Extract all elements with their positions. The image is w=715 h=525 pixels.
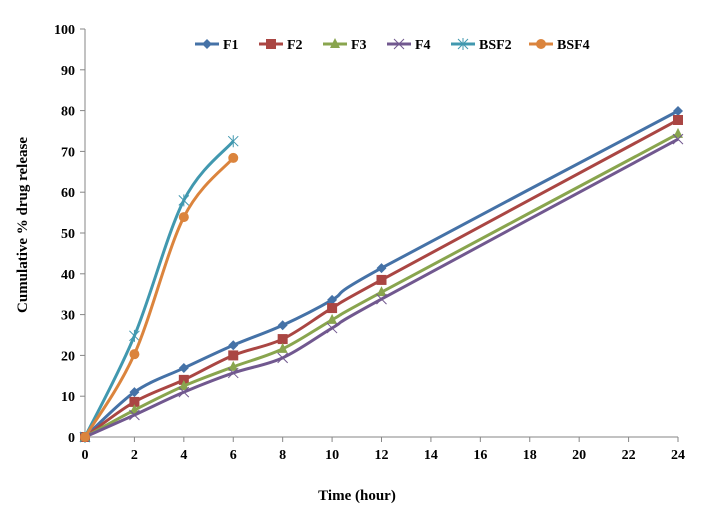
diamond-marker [129, 387, 140, 398]
y-tick-label: 0 [68, 431, 75, 446]
triangle-marker [129, 404, 140, 415]
legend-item-f2: F2 [259, 38, 303, 53]
triangle-marker [673, 127, 683, 138]
y-tick-label: 50 [61, 227, 75, 242]
diamond-marker [376, 263, 387, 274]
triangle-marker [327, 313, 338, 324]
legend-item-bsf2: BSF2 [451, 38, 512, 53]
x-tick-label: 6 [230, 448, 237, 463]
star-marker [129, 329, 140, 342]
x-tick-label: 22 [622, 448, 636, 463]
x-tick-label: 18 [523, 448, 537, 463]
legend-label: F3 [351, 38, 367, 53]
series-line [84, 132, 679, 439]
legend-item-f4: F4 [387, 38, 431, 53]
diamond-marker [673, 106, 683, 117]
star-marker [227, 135, 239, 148]
y-tick-label: 100 [54, 23, 75, 38]
series-line [83, 140, 235, 438]
diamond-marker [178, 363, 189, 374]
legend-label: F4 [415, 38, 431, 53]
circle-marker [178, 212, 189, 223]
square-marker [228, 350, 239, 361]
triangle-marker [330, 38, 340, 48]
square-marker [129, 396, 140, 407]
series-f2 [80, 114, 683, 442]
y-tick-label: 20 [61, 349, 75, 364]
x-marker [129, 409, 140, 421]
series-line [84, 137, 679, 439]
triangle-marker [277, 342, 288, 353]
legend-item-bsf4: BSF4 [529, 38, 590, 53]
x-tick-label: 20 [572, 448, 586, 463]
square-marker [673, 114, 683, 125]
y-tick-label: 70 [61, 145, 75, 160]
legend-item-f3: F3 [323, 38, 367, 53]
x-tick-label: 12 [375, 448, 389, 463]
x-tick-label: 24 [671, 448, 685, 463]
star-marker [178, 194, 190, 207]
circle-marker [228, 152, 239, 163]
legend-label: F2 [287, 38, 303, 53]
y-tick-label: 40 [61, 268, 75, 283]
x-marker [376, 293, 387, 305]
x-marker [178, 386, 190, 398]
x-tick-label: 16 [473, 448, 487, 463]
y-axis-label: Cumulative % drug release [15, 137, 31, 313]
y-tick-label: 30 [61, 309, 75, 324]
x-tick-label: 14 [424, 448, 438, 463]
square-marker [277, 334, 288, 345]
circle-marker [129, 349, 140, 360]
x-marker [393, 38, 405, 50]
series-bsf4 [80, 152, 239, 442]
legend-label: BSF2 [479, 38, 512, 53]
x-tick-label: 8 [279, 448, 286, 463]
legend: F1 F2 F3 F4 BSF2 BSF4 [195, 38, 590, 53]
diamond-marker [202, 39, 212, 49]
diamond-marker [277, 320, 288, 331]
circle-marker [80, 432, 90, 442]
legend-label: F1 [223, 38, 239, 53]
triangle-marker [228, 360, 239, 371]
diamond-marker [327, 294, 338, 305]
series-f1 [80, 106, 683, 442]
x-tick-label: 4 [180, 448, 187, 463]
circle-marker [536, 39, 546, 49]
square-marker [376, 274, 387, 285]
x-axis-label: Time (hour) [318, 488, 396, 504]
x-marker [277, 352, 289, 364]
diamond-marker [228, 340, 239, 351]
x-tick-label: 0 [82, 448, 89, 463]
x-tick-label: 10 [325, 448, 339, 463]
square-marker [327, 303, 338, 314]
x-marker [326, 322, 338, 334]
x-marker [227, 367, 239, 379]
series-lines [79, 106, 684, 443]
y-tick-label: 60 [61, 186, 75, 201]
y-tick-label: 80 [61, 105, 75, 120]
series-f4 [79, 133, 684, 443]
series-line [84, 118, 679, 439]
star-marker [457, 38, 469, 50]
triangle-marker [376, 286, 387, 297]
square-marker [178, 374, 189, 385]
series-line [83, 156, 235, 438]
series-line [83, 109, 679, 439]
x-marker [672, 133, 684, 145]
x-tick-label: 2 [131, 448, 138, 463]
y-tick-label: 10 [61, 390, 75, 405]
triangle-marker [178, 380, 189, 390]
legend-label: BSF4 [557, 38, 590, 53]
square-marker [266, 39, 276, 49]
legend-item-f1: F1 [195, 38, 239, 53]
y-tick-label: 90 [61, 64, 75, 79]
